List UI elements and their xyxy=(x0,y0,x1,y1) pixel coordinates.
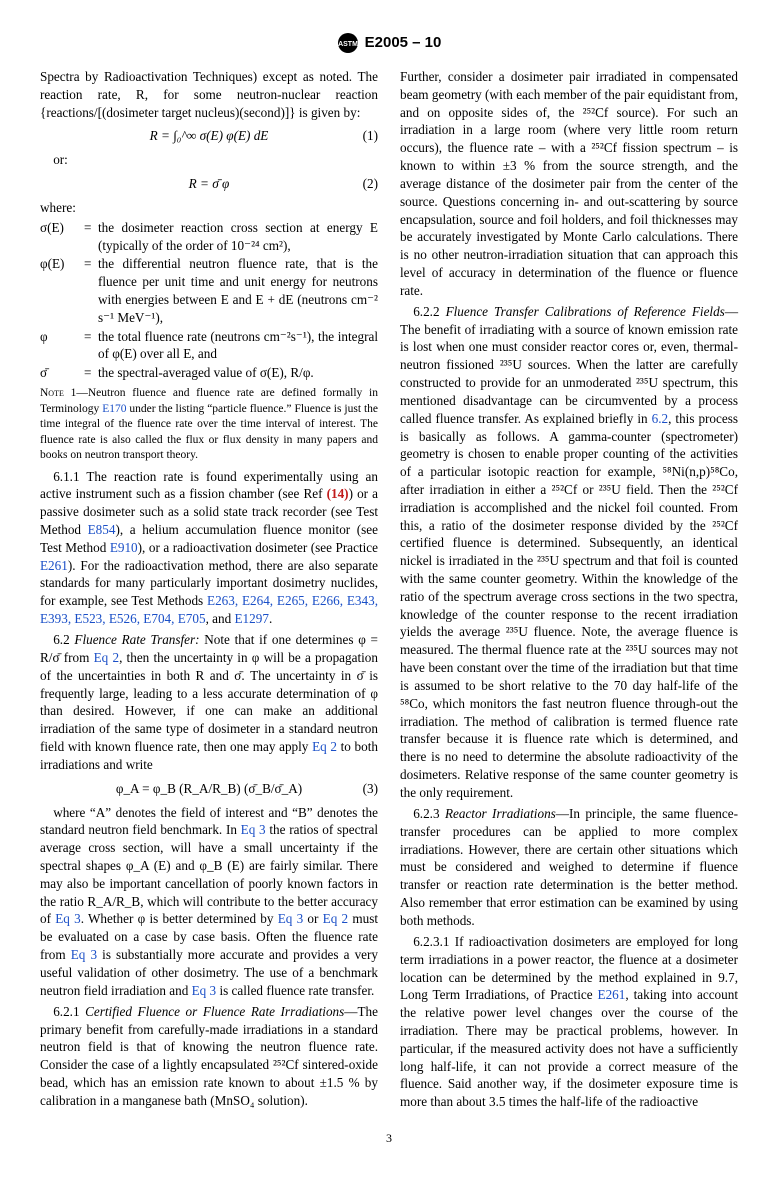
intro-text: Spectra by Radioactivation Techniques) e… xyxy=(40,68,378,121)
where-label: where: xyxy=(40,199,378,217)
ref-link[interactable]: (14) xyxy=(327,486,349,501)
eq-link[interactable]: Eq 2 xyxy=(323,911,348,926)
eq-link[interactable]: Eq 3 xyxy=(55,911,80,926)
para-6-2-1: 6.2.1 Certified Fluence or Fluence Rate … xyxy=(40,1003,378,1110)
note-1: Note 1—Neutron fluence and fluence rate … xyxy=(40,386,378,464)
eq-link[interactable]: Eq 3 xyxy=(278,911,303,926)
standard-id: E2005 – 10 xyxy=(365,33,442,53)
body-columns: Spectra by Radioactivation Techniques) e… xyxy=(40,68,738,1112)
or-label: or: xyxy=(40,151,378,169)
ref-link[interactable]: E261 xyxy=(40,558,68,573)
ref-link[interactable]: E170 xyxy=(102,403,126,415)
page-header: ASTM E2005 – 10 xyxy=(40,32,738,54)
astm-logo-icon: ASTM xyxy=(337,32,359,54)
def-row: φ=the total fluence rate (neutrons cm⁻²s… xyxy=(40,328,378,364)
para-6-2-3-1: 6.2.3.1 If radioactivation dosimeters ar… xyxy=(400,933,738,1111)
para-6-2: 6.2 Fluence Rate Transfer: Note that if … xyxy=(40,631,378,774)
equation-1: R = ∫₀^∞ σ(E) φ(E) dE (1) xyxy=(40,127,378,145)
svg-text:ASTM: ASTM xyxy=(338,41,358,48)
def-row: σ̄=the spectral-averaged value of σ(E), … xyxy=(40,364,378,382)
eq-link[interactable]: Eq 3 xyxy=(192,983,217,998)
eq-link[interactable]: Eq 3 xyxy=(241,822,266,837)
page-number: 3 xyxy=(40,1130,738,1146)
para-6-2-cont: where “A” denotes the field of interest … xyxy=(40,804,378,1000)
eq-link[interactable]: Eq 3 xyxy=(71,947,97,962)
def-row: φ(E)=the differential neutron fluence ra… xyxy=(40,255,378,326)
equation-2: R = σ̄ φ (2) xyxy=(40,175,378,193)
ref-link[interactable]: E261 xyxy=(598,987,626,1002)
ref-link[interactable]: E910 xyxy=(110,540,138,555)
para-6-2-1-cont: Further, consider a dosimeter pair irrad… xyxy=(400,68,738,300)
equation-3: φ_A = φ_B (R_A/R_B) (σ̄_B/σ̄_A) (3) xyxy=(40,780,378,798)
eq-link[interactable]: Eq 2 xyxy=(312,739,337,754)
ref-link[interactable]: E854 xyxy=(88,522,116,537)
ref-link[interactable]: E1297 xyxy=(235,611,269,626)
para-6-2-2: 6.2.2 Fluence Transfer Calibrations of R… xyxy=(400,303,738,802)
def-row: σ(E)=the dosimeter reaction cross sectio… xyxy=(40,219,378,255)
definition-list: σ(E)=the dosimeter reaction cross sectio… xyxy=(40,219,378,382)
section-link[interactable]: 6.2 xyxy=(652,411,668,426)
eq-link[interactable]: Eq 2 xyxy=(94,650,119,665)
para-6-1-1: 6.1.1 The reaction rate is found experim… xyxy=(40,468,378,628)
para-6-2-3: 6.2.3 Reactor Irradiations—In principle,… xyxy=(400,805,738,930)
